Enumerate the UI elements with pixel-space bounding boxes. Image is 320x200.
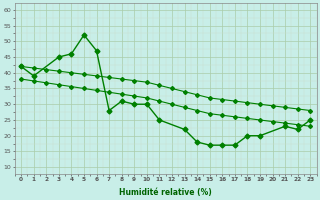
X-axis label: Humidité relative (%): Humidité relative (%) xyxy=(119,188,212,197)
